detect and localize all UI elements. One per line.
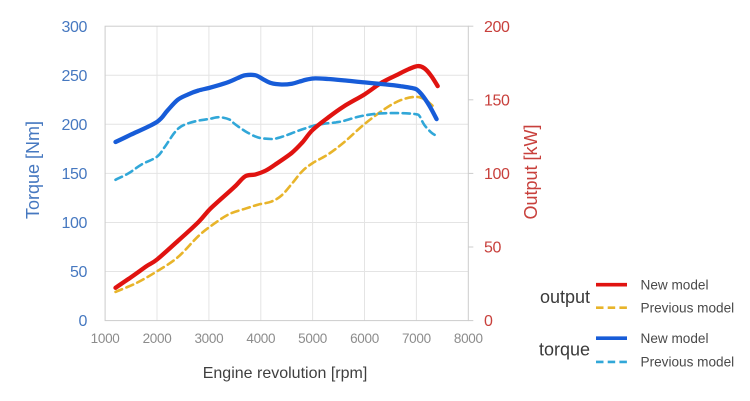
svg-text:5000: 5000	[298, 331, 327, 346]
svg-text:3000: 3000	[194, 331, 223, 346]
svg-text:200: 200	[484, 19, 510, 36]
svg-text:150: 150	[484, 92, 510, 109]
svg-text:100: 100	[62, 215, 88, 232]
svg-text:200: 200	[62, 117, 88, 134]
svg-text:300: 300	[62, 19, 88, 36]
svg-text:4000: 4000	[246, 331, 275, 346]
svg-text:250: 250	[62, 68, 88, 85]
svg-text:Previous model: Previous model	[641, 355, 735, 370]
svg-text:6000: 6000	[350, 331, 379, 346]
svg-text:torque: torque	[539, 340, 590, 360]
svg-text:Output [kW]: Output [kW]	[521, 124, 541, 219]
svg-text:50: 50	[70, 264, 87, 281]
svg-text:1000: 1000	[91, 331, 120, 346]
svg-text:New model: New model	[641, 331, 709, 346]
svg-text:Torque [Nm]: Torque [Nm]	[23, 121, 43, 219]
svg-text:output: output	[540, 287, 590, 307]
svg-text:100: 100	[484, 166, 510, 183]
svg-text:Engine revolution [rpm]: Engine revolution [rpm]	[203, 365, 368, 382]
svg-text:50: 50	[484, 240, 501, 257]
svg-text:0: 0	[484, 313, 493, 330]
svg-text:Previous model: Previous model	[641, 301, 735, 316]
svg-text:2000: 2000	[143, 331, 172, 346]
svg-text:New model: New model	[641, 278, 709, 293]
svg-text:0: 0	[79, 313, 88, 330]
svg-text:150: 150	[62, 166, 88, 183]
svg-text:8000: 8000	[454, 331, 483, 346]
svg-text:7000: 7000	[402, 331, 431, 346]
